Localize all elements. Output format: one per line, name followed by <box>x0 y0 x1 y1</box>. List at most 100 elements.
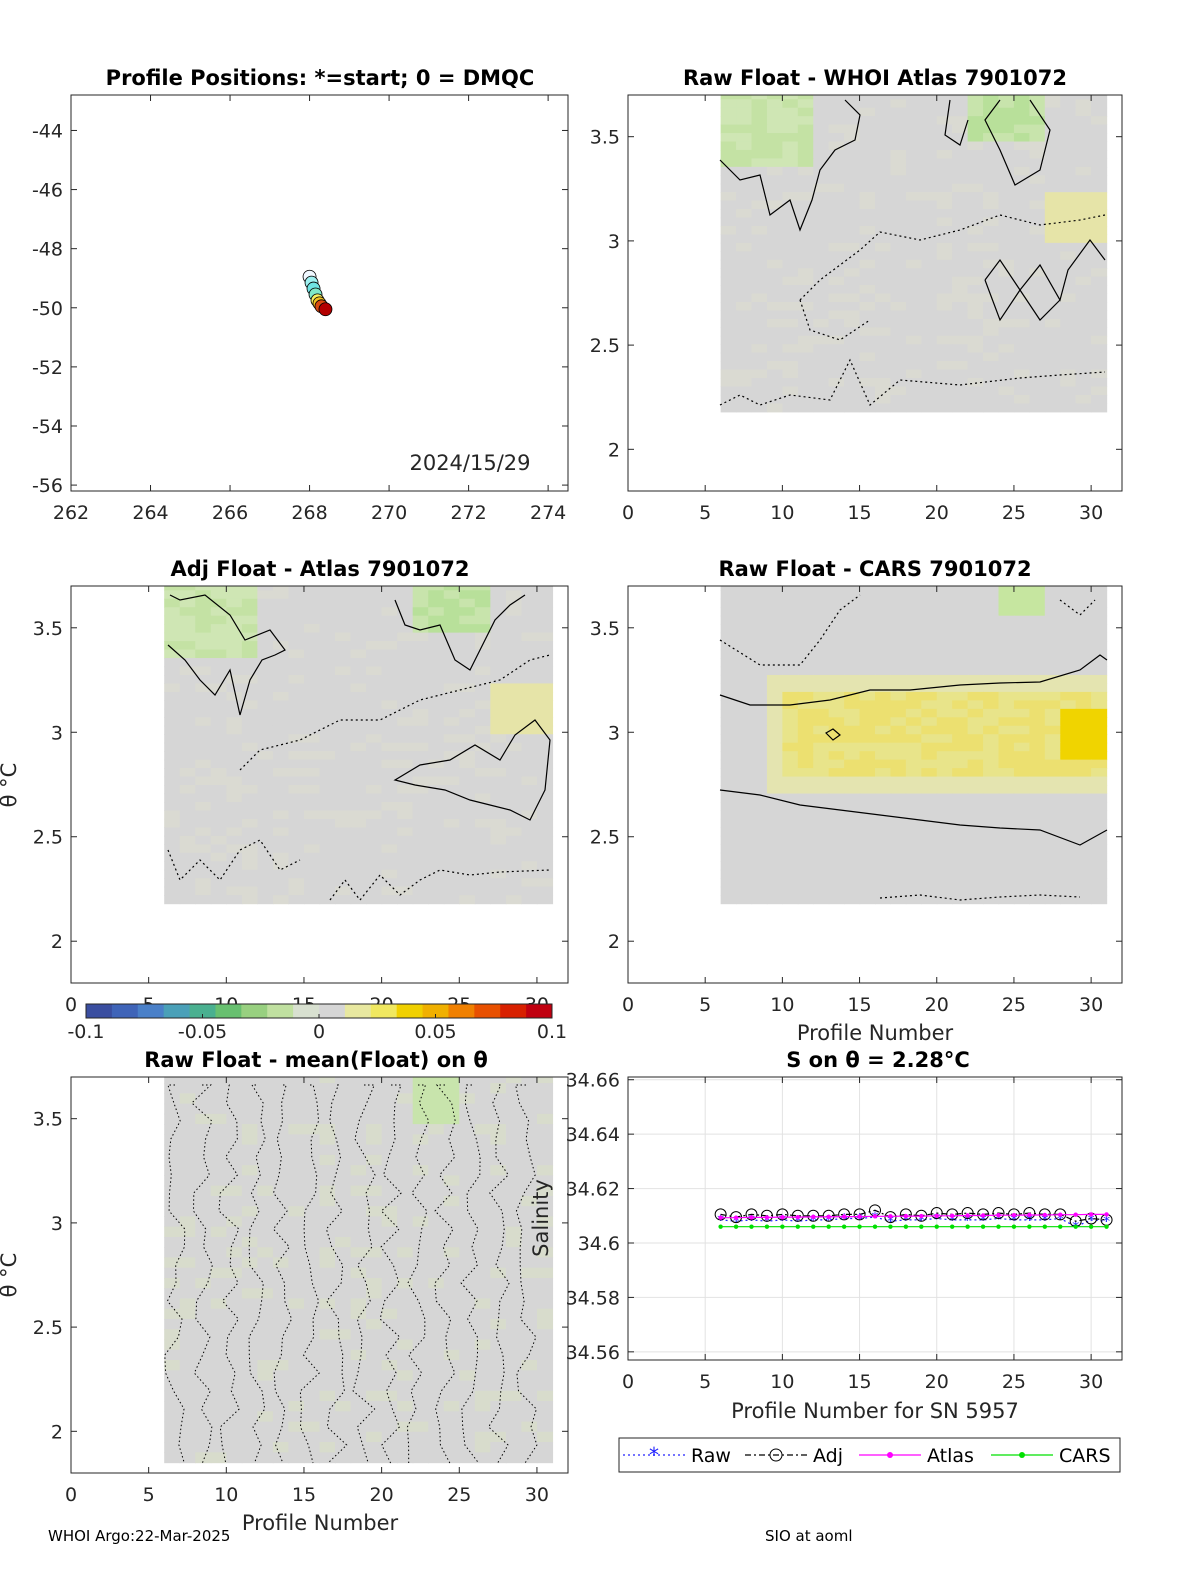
heatmap-cell <box>813 708 830 718</box>
heatmap-cell <box>412 734 429 744</box>
heatmap-cell <box>844 318 861 328</box>
heatmap-cell <box>319 1195 336 1207</box>
heatmap-cell <box>736 251 753 261</box>
heatmap-cell <box>828 793 845 803</box>
heatmap-cell <box>350 801 367 812</box>
heatmap-cell <box>859 683 876 693</box>
series-marker-raw: * <box>1088 1213 1095 1229</box>
heatmap-cell <box>1029 369 1046 379</box>
heatmap-cell <box>226 801 243 812</box>
heatmap-cell <box>536 1103 554 1115</box>
heatmap-cell <box>179 835 196 845</box>
heatmap-cell <box>397 1206 414 1218</box>
heatmap-cell <box>828 776 845 786</box>
heatmap-cell <box>505 878 523 888</box>
heatmap-cell <box>905 133 922 143</box>
heatmap-cell <box>875 318 892 328</box>
heatmap-cell <box>381 1370 398 1382</box>
heatmap-cell <box>428 835 445 845</box>
heatmap-cell <box>828 801 845 812</box>
heatmap-cell <box>1044 751 1061 761</box>
heatmap-cell <box>1060 734 1077 744</box>
heatmap-cell <box>397 1247 414 1259</box>
heatmap-cell <box>859 141 876 151</box>
heatmap-cell <box>952 369 969 379</box>
heatmap-cell <box>797 234 814 244</box>
heatmap-cell <box>303 1257 321 1269</box>
y-tick-label: 3 <box>608 722 620 744</box>
heatmap-cell <box>412 835 429 845</box>
heatmap-cell <box>983 276 1000 286</box>
heatmap-cell <box>319 1452 336 1464</box>
heatmap-cell <box>797 674 814 685</box>
heatmap-cell <box>288 734 305 744</box>
heatmap-cell <box>257 1308 274 1320</box>
heatmap-cell <box>844 403 861 413</box>
heatmap-cell <box>412 598 429 608</box>
heatmap-cell <box>443 861 460 871</box>
heatmap-cell <box>1029 99 1046 109</box>
heatmap-cell <box>490 1124 507 1135</box>
heatmap-cell <box>983 586 1000 591</box>
heatmap-cell <box>288 1216 305 1228</box>
heatmap-cell <box>736 751 753 761</box>
heatmap-cell <box>335 1247 352 1259</box>
heatmap-cell <box>1091 861 1108 871</box>
heatmap-cell <box>967 335 984 345</box>
heatmap-cell <box>412 759 429 769</box>
heatmap-cell <box>828 751 845 761</box>
heatmap-cell <box>782 251 799 261</box>
heatmap-cell <box>303 1247 321 1259</box>
heatmap-cell <box>319 827 336 837</box>
heatmap-cell <box>381 1077 398 1084</box>
heatmap-cell <box>288 607 305 617</box>
heatmap-cell <box>1091 590 1108 600</box>
heatmap-cell <box>1029 327 1046 337</box>
heatmap-cell <box>241 590 258 600</box>
heatmap-cell <box>366 1308 383 1320</box>
heatmap-cell <box>505 759 523 769</box>
heatmap-cell <box>443 1144 460 1156</box>
heatmap-cell <box>350 666 367 676</box>
heatmap-cell <box>844 886 861 896</box>
heatmap-cell <box>736 895 753 905</box>
heatmap-cell <box>844 683 861 693</box>
heatmap-cell <box>474 590 491 600</box>
heatmap-cell <box>936 768 953 778</box>
heatmap-cell <box>905 209 922 219</box>
x-tick-label: 20 <box>370 1484 394 1506</box>
heatmap-cell <box>210 869 227 879</box>
heatmap-cell <box>1075 133 1092 143</box>
heatmap-cell <box>195 1113 212 1125</box>
heatmap-cell <box>828 632 845 642</box>
heatmap-cell <box>428 1431 445 1443</box>
colorbar-swatch <box>163 1004 191 1018</box>
heatmap-cell <box>366 708 383 718</box>
heatmap-cell <box>397 641 414 651</box>
heatmap-cell <box>736 276 753 286</box>
heatmap-cell <box>303 759 321 769</box>
heatmap-cell <box>1044 234 1061 244</box>
heatmap-cell <box>1029 649 1046 659</box>
heatmap-cell <box>751 844 768 854</box>
heatmap-cell <box>1060 607 1077 617</box>
heatmap-cell <box>1044 141 1061 151</box>
heatmap-cell <box>813 895 830 905</box>
heatmap-cell <box>751 327 768 337</box>
heatmap-cell <box>1029 666 1046 676</box>
heatmap-cell <box>350 1380 367 1392</box>
heatmap-cell <box>459 1236 476 1248</box>
heatmap-cell <box>381 1277 398 1289</box>
heatmap-cell <box>335 1339 352 1351</box>
heatmap-cell <box>998 844 1015 854</box>
heatmap-cell <box>813 141 830 151</box>
heatmap-cell <box>736 586 753 591</box>
heatmap-cell <box>226 598 243 608</box>
heatmap-cell <box>828 768 845 778</box>
heatmap-cell <box>195 1288 212 1300</box>
heatmap-cell <box>1060 251 1077 261</box>
heatmap-cell <box>797 818 814 828</box>
heatmap-cell <box>1075 708 1092 718</box>
heatmap-cell <box>1091 624 1108 634</box>
heatmap-cell <box>890 394 907 404</box>
